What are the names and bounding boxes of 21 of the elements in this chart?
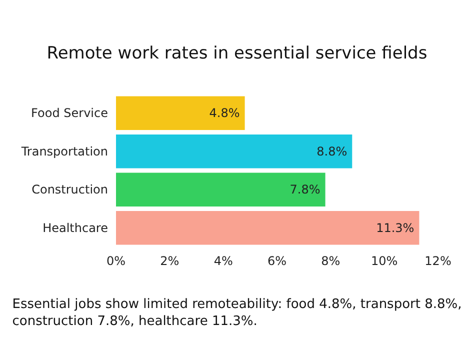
x-tick-label: 6% (267, 254, 287, 268)
data-label: 4.8% (209, 106, 240, 120)
x-tick-label: 10% (370, 254, 398, 268)
x-tick-label: 2% (160, 254, 180, 268)
x-tick-label: 4% (214, 254, 233, 268)
y-tick-label: Healthcare (42, 220, 108, 235)
text: Essential jobs show limited remoteability: food 4.8%, transport 8.8%, construction 7.8%, healthcare 11.3%. (12, 297, 462, 329)
chart-title: Remote work rates in essential service fields (46, 44, 428, 64)
x-tick-label: 8% (321, 254, 340, 268)
data-label: 11.3% (376, 220, 414, 235)
bar (116, 172, 326, 206)
bar (116, 96, 245, 130)
bar (116, 211, 420, 245)
x-tick-label: 0% (106, 254, 126, 268)
y-tick-label: Food Service (31, 106, 108, 120)
data-label: 8.8% (316, 144, 348, 158)
data-label: 7.8% (290, 182, 320, 197)
y-tick-label: Construction (32, 182, 108, 197)
y-tick-label: Transportation (20, 144, 108, 158)
x-tick-label: 12% (424, 254, 452, 268)
bar (116, 134, 352, 168)
